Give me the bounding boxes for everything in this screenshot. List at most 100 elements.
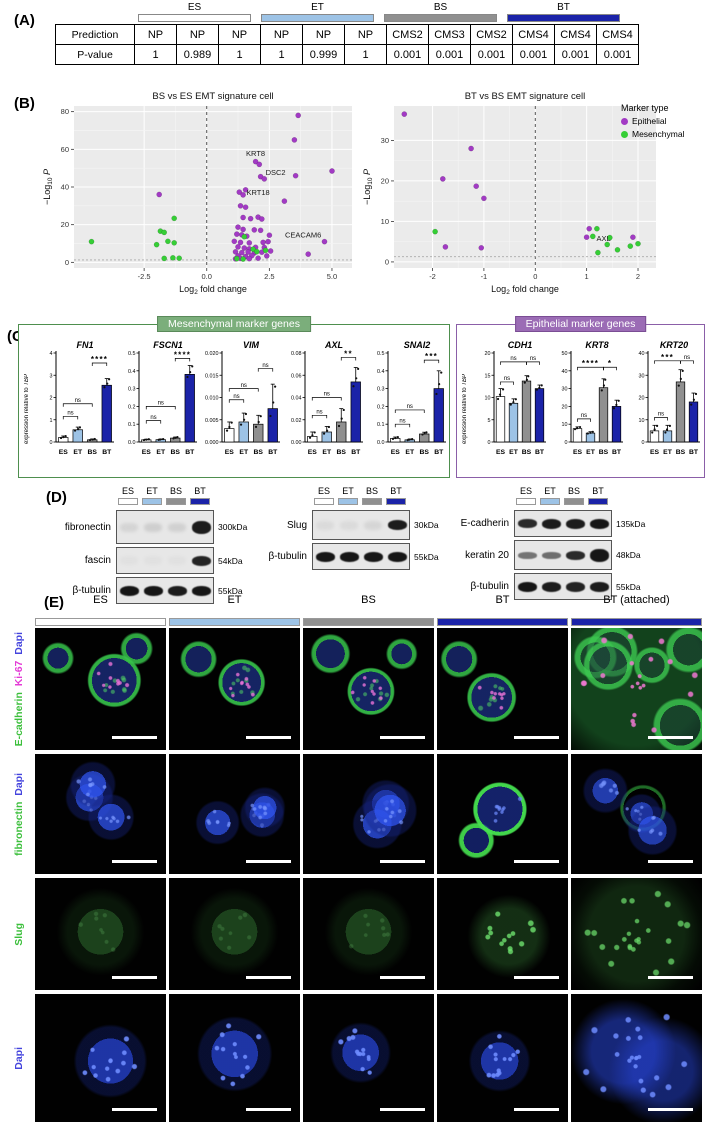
category-label: ET	[405, 449, 415, 456]
replicate-dot	[677, 384, 680, 387]
x-tick-label: 1	[585, 272, 589, 281]
y-tick-label: 10	[381, 217, 389, 226]
gene-title: CDH1	[508, 340, 533, 350]
molecular-weight-label: 300kDa	[218, 522, 248, 532]
lane-header-bs: BS	[562, 486, 586, 507]
epithelial-marker-box: Epithelial marker genes expression relat…	[456, 316, 705, 478]
data-point-epithelial	[257, 227, 264, 234]
category-label: ES	[391, 449, 401, 456]
chart-slot: 0.0 0.1 0.2 0.3 0.4 0.5 ns ns *** SNAI2 ES ET BS BT	[365, 340, 448, 465]
gene-title: AXL	[324, 340, 343, 350]
lane-header-et: ET	[336, 486, 360, 507]
molecular-weight-label: 54kDa	[218, 555, 243, 566]
data-point-mesenchymal	[627, 243, 634, 249]
microscopy-tile-dapi-es	[35, 994, 166, 1122]
data-point-epithelial	[292, 172, 299, 179]
protein-band	[315, 551, 335, 562]
replicate-dot	[668, 424, 672, 427]
lane-header-bt: BT	[384, 486, 408, 507]
replicate-dot	[421, 433, 424, 436]
replicate-dot	[394, 436, 397, 440]
lane-color-chip	[588, 498, 608, 505]
blot-membrane	[116, 577, 214, 604]
blot-row: fibronectin 300kDa	[50, 510, 247, 544]
molecular-weight-label: 55kDa	[616, 581, 641, 592]
scale-bar	[246, 976, 291, 979]
y-tick-label: 10	[562, 422, 568, 428]
molecular-weight-label: 30kDa	[414, 520, 439, 530]
data-point-epithelial	[256, 161, 263, 168]
plot-title: BS vs ES EMT signature cell	[152, 91, 273, 102]
legend-item-mesenchymal: Mesenchymal	[621, 129, 684, 139]
scale-bar	[246, 736, 291, 739]
data-point-epithelial	[468, 145, 474, 152]
replicate-dot	[586, 432, 589, 435]
data-point-mesenchymal	[176, 255, 182, 261]
microscopy-tile-fib-bs	[303, 754, 434, 874]
y-tick-label: 15	[485, 373, 491, 379]
replicate-dot	[159, 438, 162, 441]
y-tick-label: 30	[381, 136, 389, 145]
replicate-dot	[142, 438, 146, 442]
replicate-dot	[435, 392, 438, 396]
category-label: BS	[522, 449, 532, 456]
gene-title: FSCN1	[153, 340, 183, 350]
table-cell: 0.001	[386, 44, 429, 65]
column-header-2: ET	[227, 594, 242, 606]
protein-band	[120, 522, 138, 532]
sig-bracket	[91, 362, 108, 367]
scale-bar	[648, 736, 693, 739]
data-point-epithelial	[586, 225, 592, 232]
blot-row: β-tubulin 55kDa	[444, 573, 645, 600]
replicate-dot	[396, 436, 399, 439]
y-tick-label: 0	[565, 440, 568, 446]
blot-label: β-tubulin	[470, 581, 509, 592]
replicate-dot	[272, 401, 275, 404]
category-label: BS	[337, 449, 347, 456]
lane-header-row: ES ET BS BT	[514, 486, 645, 507]
replicate-dot	[225, 429, 229, 432]
replicate-dot	[578, 425, 582, 429]
x-tick-label: -2	[429, 272, 436, 281]
table-cell: CMS4	[512, 24, 555, 45]
data-point-mesenchymal	[606, 234, 613, 241]
replicate-dot	[665, 428, 669, 431]
replicate-dot	[174, 436, 177, 439]
lane-label: BS	[169, 486, 182, 496]
protein-band	[119, 585, 139, 596]
lane-label: BT	[194, 486, 206, 496]
volcano-plot-bs-vs-es: KRT8 DSC2 KRT18 CEACAM6 -2.5 0.0 2.5 5.0 0 20 40 60…	[42, 91, 352, 296]
protein-band	[339, 551, 359, 562]
y-tick-label: 20	[639, 396, 645, 402]
data-point-mesenchymal	[171, 239, 177, 246]
replicate-dot	[257, 420, 260, 424]
chart-slot: 0.0 0.1 0.2 0.3 0.4 0.5 ns ns **** FSCN1 ES ET BS BT	[116, 340, 199, 465]
sig-label: ***	[661, 353, 674, 362]
protein-band	[589, 548, 609, 562]
column-header-4: BT	[495, 594, 510, 606]
replicate-dot	[172, 437, 175, 440]
protein-band	[589, 518, 609, 529]
scale-bar	[514, 976, 559, 979]
lane-header-bs: BS	[164, 486, 188, 507]
epithelial-header: Epithelial marker genes	[514, 316, 647, 332]
data-point-mesenchymal	[88, 238, 95, 245]
y-tick-label: 40	[562, 369, 568, 375]
replicate-dot	[147, 438, 150, 441]
sig-bracket	[680, 360, 694, 364]
blot-row: fascin 54kDa	[50, 547, 247, 574]
sig-label: ns	[407, 404, 413, 410]
row-label-text: Dapi	[13, 1046, 25, 1070]
panel-label-e: (E)	[44, 594, 64, 611]
replicate-dot	[357, 367, 360, 371]
replicate-dot	[93, 437, 96, 441]
replicate-dot	[91, 438, 94, 441]
table-cell: CMS4	[596, 24, 639, 45]
bar-bs	[675, 381, 686, 443]
data-point-epithelial	[246, 255, 253, 262]
data-point-epithelial	[241, 245, 248, 251]
data-point-mesenchymal	[253, 248, 260, 255]
protein-band	[565, 550, 585, 560]
data-point-mesenchymal	[594, 225, 600, 232]
